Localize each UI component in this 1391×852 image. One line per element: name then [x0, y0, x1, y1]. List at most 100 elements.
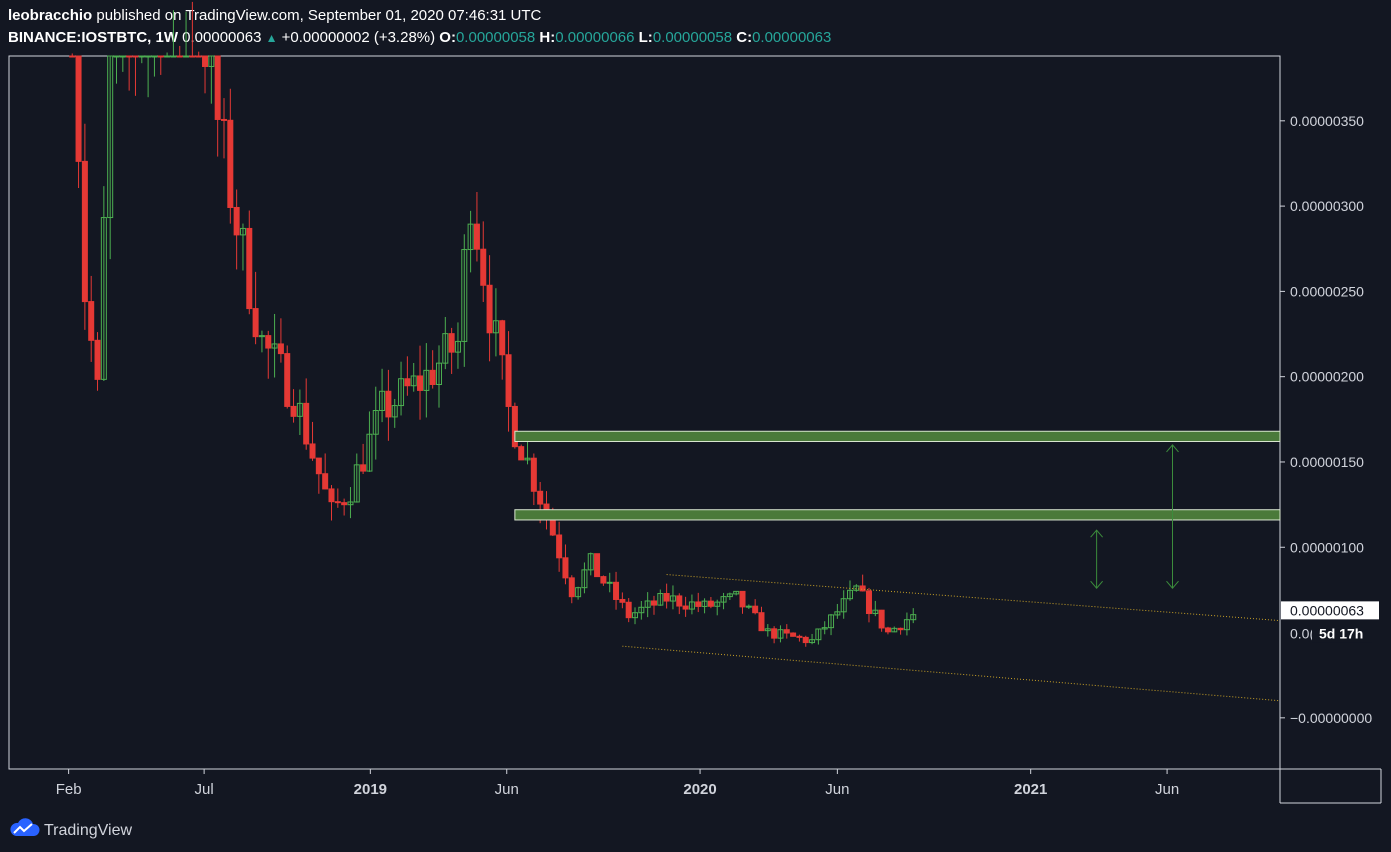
last-price-label: 0.00000063	[1290, 602, 1364, 618]
candle-body	[322, 473, 329, 490]
candle-body	[435, 362, 442, 385]
time-tick-label: Jun	[825, 781, 849, 798]
candle	[613, 571, 620, 610]
candle	[410, 362, 417, 392]
candle-body	[404, 378, 411, 387]
candle-body	[309, 443, 316, 459]
candle-body	[75, 55, 82, 162]
candle	[682, 596, 689, 617]
brand-name[interactable]: TradingView	[44, 821, 133, 839]
candle-body	[695, 601, 702, 607]
candle-body	[119, 55, 126, 58]
candle	[454, 322, 461, 369]
candle	[625, 598, 632, 623]
candle	[790, 632, 797, 637]
candle-body	[246, 227, 253, 310]
candle-body	[701, 600, 708, 607]
candle	[638, 601, 645, 620]
candle-body	[834, 611, 841, 616]
candle	[600, 575, 607, 586]
candle	[815, 628, 822, 645]
candle	[771, 626, 778, 644]
candle-body	[157, 55, 164, 58]
candle-body	[107, 55, 114, 219]
candle-body	[252, 308, 259, 338]
price-tick-label: 0.00000350	[1290, 113, 1364, 129]
candle	[322, 453, 329, 490]
candle-body	[752, 605, 759, 614]
time-axis[interactable]: Feb Jul 2019 Jun 2020 Jun 2021 Jun	[56, 769, 1179, 798]
candle	[663, 583, 670, 609]
price-chart[interactable]: 0.00000350 0.00000300 0.00000250 0.00000200…	[0, 0, 1391, 810]
candle	[575, 586, 582, 600]
candle-body	[126, 55, 133, 58]
candle	[334, 488, 341, 508]
candle	[189, 1, 196, 58]
candle-body	[771, 628, 778, 639]
candle-body	[865, 590, 872, 615]
published-text: published on TradingView.com, September …	[96, 7, 542, 24]
candle-body	[903, 619, 910, 631]
candle-body	[657, 593, 664, 606]
candle	[903, 612, 910, 636]
candle-body	[726, 593, 733, 598]
candle	[138, 55, 145, 64]
candle-body	[638, 606, 645, 614]
price-axis[interactable]: 0.00000350 0.00000300 0.00000250 0.00000200…	[1280, 113, 1379, 726]
price-tick-label: 0.00000250	[1290, 283, 1364, 299]
candle-body	[511, 405, 518, 448]
candle	[404, 356, 411, 396]
candle-body	[81, 160, 88, 303]
candle	[594, 553, 601, 578]
tradingview-cloud-icon[interactable]	[8, 818, 40, 843]
candle-body	[454, 340, 461, 353]
candle	[309, 421, 316, 461]
candle	[208, 55, 215, 104]
candle-body	[385, 390, 392, 418]
plot-border	[8, 55, 1281, 770]
symbol-label[interactable]: BINANCE:IOSTBTC, 1W	[8, 29, 178, 46]
candle	[195, 51, 202, 58]
candle-body	[170, 55, 177, 58]
candle-body	[707, 600, 714, 607]
candle	[119, 55, 126, 72]
price-tick-label: −0.00000000	[1290, 710, 1372, 726]
candle	[132, 55, 139, 96]
candle	[113, 55, 120, 84]
candle	[657, 589, 664, 606]
candle	[435, 345, 442, 408]
candle	[644, 592, 651, 618]
candle-body	[758, 612, 765, 632]
candle	[252, 271, 259, 345]
candle-body	[220, 118, 227, 121]
candle-body	[745, 605, 752, 608]
candle	[246, 210, 253, 315]
candle	[632, 607, 639, 625]
time-tick-label: 2021	[1014, 781, 1047, 798]
candle-body	[530, 457, 537, 492]
candle-body	[575, 587, 582, 598]
candle-body	[891, 627, 898, 633]
candle	[227, 88, 234, 224]
candle	[809, 633, 816, 645]
author-name[interactable]: leobracchio	[8, 7, 93, 24]
candle	[619, 592, 626, 609]
candle-body	[556, 534, 563, 559]
candle-body	[625, 601, 632, 619]
candle-body	[391, 405, 398, 418]
candle-body	[258, 335, 265, 338]
price-change: +0.00000002 (+3.28%)	[281, 29, 436, 46]
candle-body	[341, 502, 348, 506]
candle-body	[872, 609, 879, 615]
candle-body	[853, 585, 860, 591]
candle-body	[100, 217, 107, 380]
candle-body	[202, 55, 209, 67]
candle-body	[290, 405, 297, 417]
candle-body	[644, 600, 651, 608]
candle-body	[505, 354, 512, 407]
candle-body	[733, 590, 740, 595]
candle	[530, 453, 537, 506]
candle-body	[353, 464, 360, 503]
close-key: C:	[736, 29, 753, 46]
candle	[872, 600, 879, 617]
